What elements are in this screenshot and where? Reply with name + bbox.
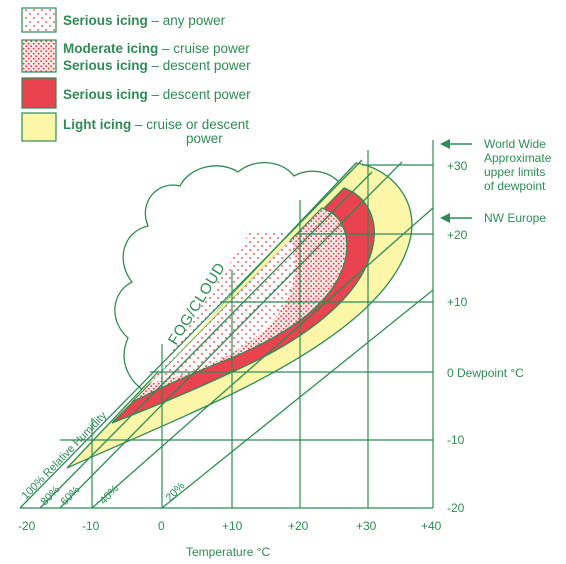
y-tick-30: +30 [447, 159, 468, 173]
legend-swatch-serious-any [21, 7, 57, 33]
rh-lines [19, 159, 434, 509]
rh-line-80 [39, 171, 373, 509]
x-axis-label: Temperature °C [186, 545, 270, 559]
x-tick-minus10: -10 [82, 519, 100, 533]
note-world-wide-1: World Wide [484, 137, 546, 151]
x-axis-ticks: -20 -10 0 +10 +20 +30 +40 [18, 519, 442, 533]
dewpoint-limit-arrows [440, 139, 472, 223]
rh-line-100 [19, 159, 363, 509]
x-tick-20: +20 [288, 519, 309, 533]
x-tick-minus20: -20 [18, 519, 36, 533]
y-tick-20: +20 [447, 228, 468, 242]
y-tick-minus10: -10 [447, 433, 465, 447]
legend-3-rest: – descent power [148, 87, 251, 102]
x-tick-40: +40 [421, 519, 442, 533]
svg-text:Moderate icing – cruise power: Moderate icing – cruise power [63, 41, 250, 56]
serious-any-zone [150, 240, 295, 384]
legend-swatch-moderate [21, 39, 57, 73]
legend-1-rest: – any power [148, 13, 226, 28]
rh-line-20 [161, 289, 434, 509]
rh-line-60 [59, 161, 403, 509]
svg-text:Light icing – cruise or descen: Light icing – cruise or descent [63, 117, 249, 132]
legend-swatch-light [21, 112, 57, 142]
grid-vertical [91, 140, 434, 508]
legend-2-title: Moderate icing [63, 41, 158, 56]
legend-2-rest2: – descent power [148, 58, 251, 73]
x-tick-0: 0 [158, 519, 165, 533]
svg-text:Serious icing – descent power: Serious icing – descent power [63, 87, 251, 102]
legend-4-rest: – cruise or descent [131, 117, 249, 132]
y-tick-10: +10 [447, 295, 468, 309]
nw-europe-arrow-icon [440, 213, 450, 223]
note-world-wide-3: upper limits [484, 165, 545, 179]
y-tick-minus20: -20 [447, 501, 465, 515]
rh-label-20: 20% [164, 480, 188, 504]
x-tick-30: +30 [356, 519, 377, 533]
svg-text:Serious icing – any power: Serious icing – any power [63, 13, 226, 28]
legend-2-title2: Serious icing [63, 58, 148, 73]
legend-swatch-serious-descent [21, 77, 57, 109]
note-world-wide-2: Approximate [484, 151, 552, 165]
rh-label-40: 40% [98, 483, 122, 507]
legend-1-title: Serious icing [63, 13, 148, 28]
y-tick-0: 0 Dewpoint °C [447, 366, 524, 380]
legend-2-rest: – cruise power [158, 41, 250, 56]
rh-line-40 [91, 207, 434, 509]
rh-label-60: 60% [59, 484, 83, 508]
note-nw-europe: NW Europe [484, 211, 546, 225]
x-tick-10: +10 [222, 519, 243, 533]
legend: Serious icing – any power Moderate icing… [21, 7, 251, 146]
world-wide-arrow-icon [440, 139, 450, 149]
y-axis-ticks: +30 +20 +10 0 Dewpoint °C -10 -20 [447, 159, 524, 515]
svg-text:Serious icing – descent power: Serious icing – descent power [63, 58, 251, 73]
legend-4-title: Light icing [63, 117, 131, 132]
legend-4-line2: power [186, 131, 223, 146]
legend-3-title: Serious icing [63, 87, 148, 102]
note-world-wide-4: of dewpoint [484, 179, 546, 193]
